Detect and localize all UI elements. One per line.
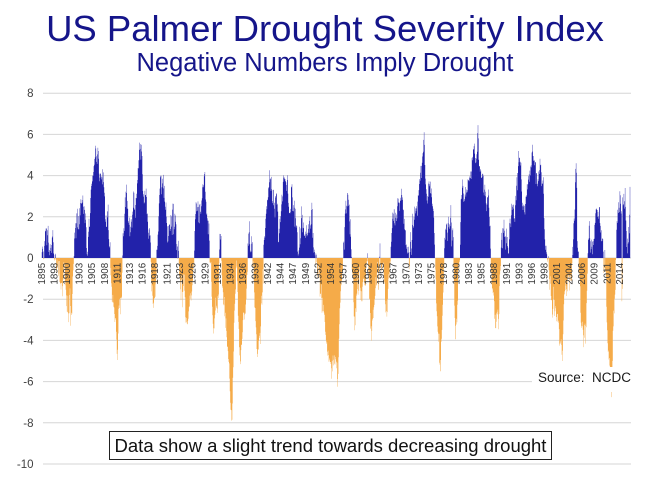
svg-text:1900: 1900 <box>62 262 73 284</box>
svg-text:1998: 1998 <box>540 262 551 284</box>
svg-text:6: 6 <box>27 129 33 141</box>
svg-text:2004: 2004 <box>565 262 576 284</box>
svg-text:1978: 1978 <box>439 262 450 284</box>
svg-text:1949: 1949 <box>301 263 312 285</box>
svg-text:1929: 1929 <box>200 263 211 285</box>
svg-text:2009: 2009 <box>590 263 601 285</box>
svg-text:1985: 1985 <box>477 262 488 284</box>
svg-text:1942: 1942 <box>263 263 274 285</box>
svg-text:1954: 1954 <box>326 262 337 284</box>
svg-text:1908: 1908 <box>100 262 111 284</box>
svg-text:1975: 1975 <box>426 262 437 284</box>
svg-text:1926: 1926 <box>188 262 199 284</box>
svg-text:-2: -2 <box>23 294 33 306</box>
svg-text:2006: 2006 <box>577 262 588 284</box>
svg-text:1993: 1993 <box>514 262 525 284</box>
svg-text:1939: 1939 <box>251 263 262 285</box>
svg-text:1895: 1895 <box>37 262 48 284</box>
svg-text:1936: 1936 <box>238 262 249 284</box>
svg-text:1970: 1970 <box>401 262 412 284</box>
svg-text:1983: 1983 <box>464 262 475 284</box>
svg-text:1960: 1960 <box>351 262 362 284</box>
svg-text:-8: -8 <box>23 418 33 430</box>
svg-text:2001: 2001 <box>552 263 563 285</box>
svg-text:1952: 1952 <box>313 263 324 285</box>
svg-text:1944: 1944 <box>276 262 287 284</box>
svg-text:1898: 1898 <box>50 262 61 284</box>
svg-text:1913: 1913 <box>125 262 136 284</box>
svg-text:1903: 1903 <box>75 262 86 284</box>
svg-text:8: 8 <box>27 88 33 100</box>
svg-text:1962: 1962 <box>364 263 375 285</box>
svg-text:1918: 1918 <box>150 262 161 284</box>
svg-text:1967: 1967 <box>389 263 400 285</box>
svg-text:1957: 1957 <box>339 263 350 285</box>
svg-text:2011: 2011 <box>602 263 613 284</box>
svg-text:1973: 1973 <box>414 262 425 284</box>
svg-text:1996: 1996 <box>527 262 538 284</box>
svg-text:1911: 1911 <box>112 263 123 284</box>
svg-text:1965: 1965 <box>376 262 387 284</box>
svg-text:1980: 1980 <box>452 262 463 284</box>
svg-text:-10: -10 <box>17 459 34 471</box>
svg-text:1916: 1916 <box>138 262 149 284</box>
svg-text:1991: 1991 <box>502 263 513 285</box>
svg-text:1921: 1921 <box>163 263 174 285</box>
svg-text:2: 2 <box>27 212 33 224</box>
svg-text:-4: -4 <box>23 335 34 347</box>
svg-text:1923: 1923 <box>175 262 186 284</box>
svg-text:1988: 1988 <box>489 262 500 284</box>
svg-text:1947: 1947 <box>288 263 299 285</box>
svg-text:1934: 1934 <box>225 262 236 284</box>
svg-text:1905: 1905 <box>87 262 98 284</box>
svg-text:-6: -6 <box>23 377 33 389</box>
svg-text:2014: 2014 <box>615 262 626 284</box>
svg-text:4: 4 <box>27 171 34 183</box>
svg-text:0: 0 <box>27 253 33 265</box>
svg-text:1931: 1931 <box>213 263 224 285</box>
